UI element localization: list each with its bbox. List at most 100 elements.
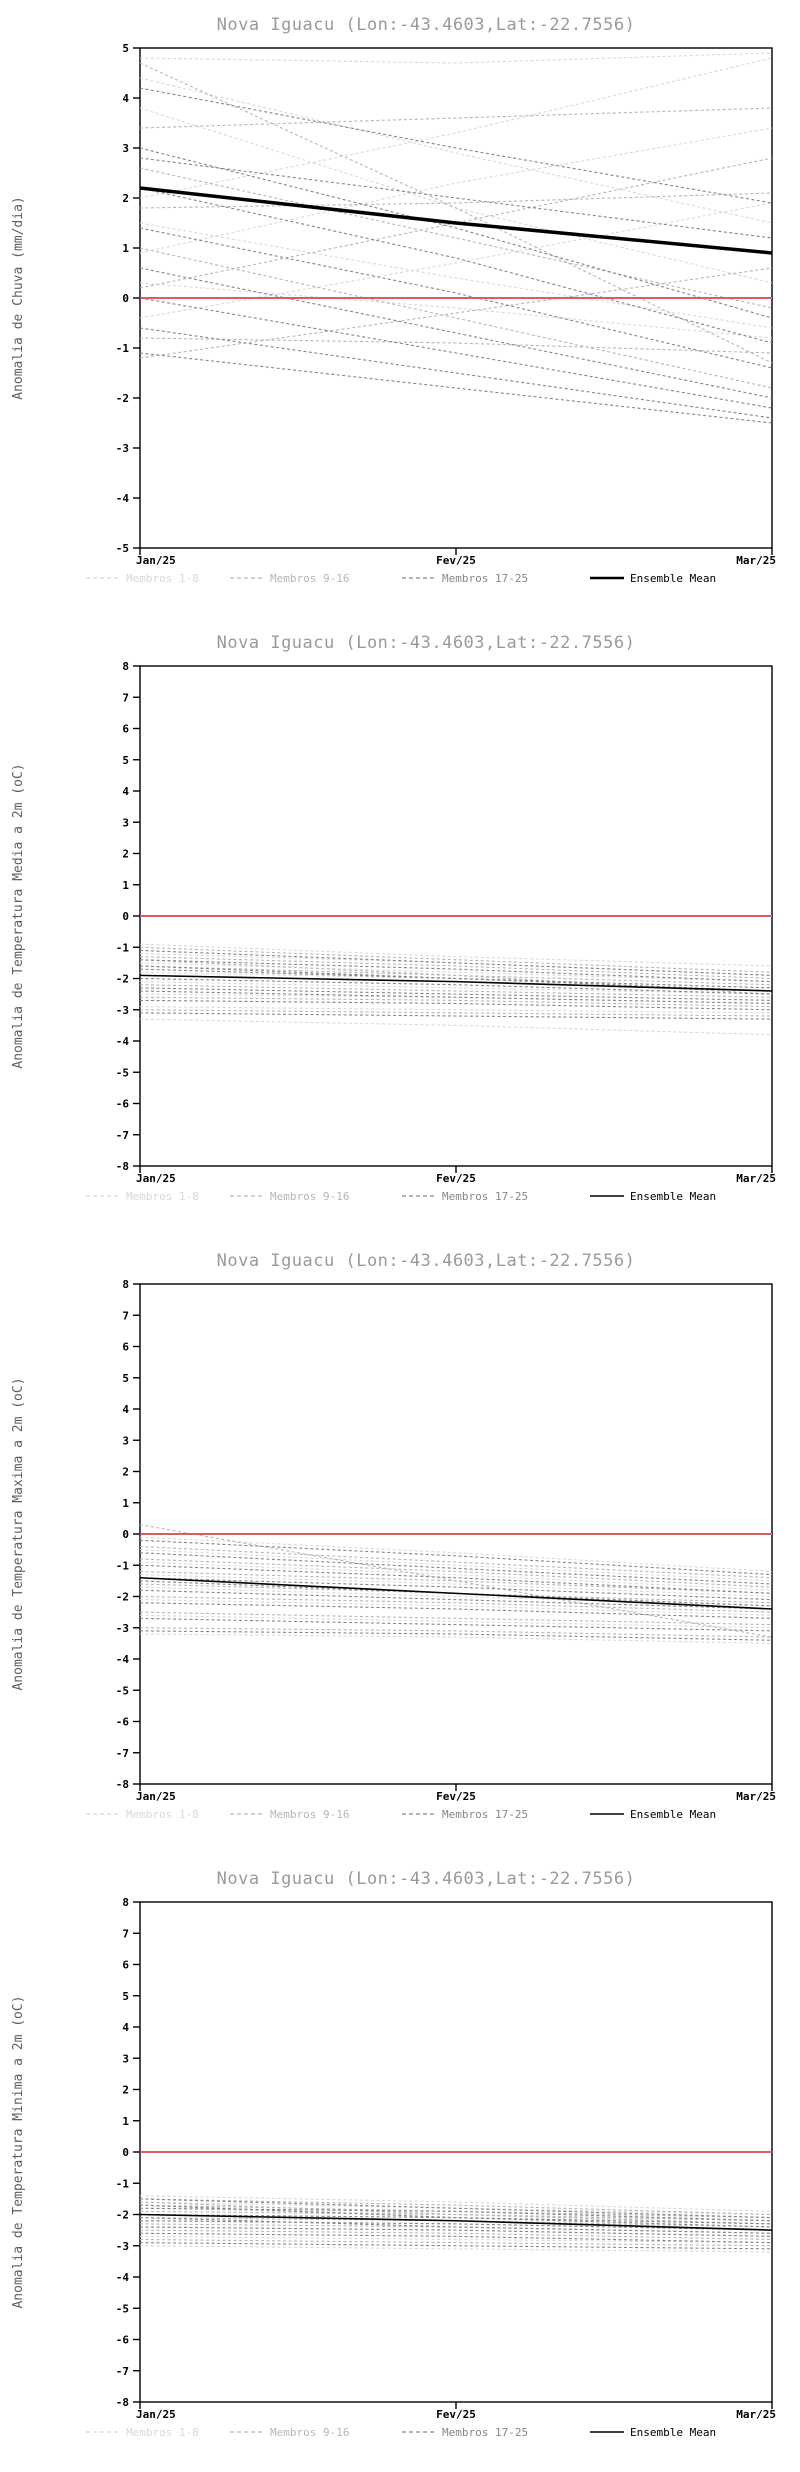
y-tick-label: -3 [116,1004,129,1017]
member-line [139,1633,773,1644]
legend-label: Membros 9-16 [270,1190,349,1203]
member-line [139,2242,773,2250]
y-tick-label: 7 [122,691,129,704]
member-line [139,327,773,419]
y-tick-label: 6 [122,723,129,736]
member-line [139,999,773,1011]
member-line [139,2198,773,2216]
chart-panel-temp-minima: Nova Iguacu (Lon:-43.4603,Lat:-22.7556) … [0,1854,800,2472]
member-line [139,167,773,309]
y-tick-label: -5 [116,1684,129,1697]
member-line [139,157,773,239]
member-line [139,943,773,967]
chart-canvas: Nova Iguacu (Lon:-43.4603,Lat:-22.7556) … [11,15,776,585]
ensemble-mean-line [139,186,773,255]
member-line [139,2217,773,2234]
y-tick-label: -5 [116,2302,129,2315]
y-tick-label: -4 [116,492,130,505]
plot-area: -8 -7 -6 -5 -4 -3 -2 -1 0 1 2 3 4 5 6 7 8 Jan/25 Fev/25 Mar… [86,660,776,1203]
x-tick-label: Jan/25 [136,554,176,567]
y-tick-label: 7 [122,1927,129,1940]
member-line [139,107,773,284]
member-line [139,127,773,254]
ensemble-mean-line [139,2213,773,2231]
member-line [139,962,773,983]
legend-label: Membros 17-25 [442,1190,528,1203]
y-tick-label: 0 [122,1528,129,1541]
member-line [139,2238,773,2247]
chart-title: Nova Iguacu (Lon:-43.4603,Lat:-22.7556) [217,15,636,35]
member-line [139,949,773,976]
member-line [139,2232,773,2244]
y-tick-label: -3 [116,2240,129,2253]
legend-label: Membros 1-8 [126,2426,199,2439]
y-tick-label: 4 [122,92,129,105]
member-line [139,2245,773,2253]
legend-label: Membros 1-8 [126,572,199,585]
member-line [139,965,773,992]
member-line [139,1552,773,1585]
member-line [139,2229,773,2241]
y-tick-label: 4 [122,1403,129,1416]
y-tick-label: -6 [116,1098,130,1111]
y-tick-label: 7 [122,1309,129,1322]
legend-label: Membros 17-25 [442,2426,528,2439]
y-tick-label: -3 [116,442,129,455]
y-tick-label: 1 [122,879,129,892]
member-line [139,202,773,319]
y-tick-label: -2 [116,973,129,986]
member-line [139,2217,773,2228]
y-tick-label: -5 [116,1066,129,1079]
y-tick-label: 5 [122,1990,129,2003]
member-line [139,2201,773,2225]
legend-label: Membros 9-16 [270,2426,349,2439]
member-line [139,352,773,424]
y-axis-label: Anomalia de Temperatura Maxima a 2m (oC) [11,1377,26,1690]
y-tick-label: -4 [116,1035,130,1048]
member-line [139,981,773,995]
y-tick-label: -7 [116,1747,129,1760]
y-tick-label: 0 [122,292,129,305]
member-line [139,282,773,339]
chart-title: Nova Iguacu (Lon:-43.4603,Lat:-22.7556) [217,1869,636,1889]
y-tick-label: 3 [122,2052,129,2065]
member-line [139,959,773,983]
plot-area: -8 -7 -6 -5 -4 -3 -2 -1 0 1 2 3 4 5 6 7 8 Jan/25 Fev/25 Mar… [86,1278,776,1821]
y-tick-label: 2 [122,848,129,861]
y-tick-label: -5 [116,542,129,555]
legend-label: Membros 9-16 [270,1808,349,1821]
chart-title: Nova Iguacu (Lon:-43.4603,Lat:-22.7556) [217,633,636,653]
member-line [139,1574,773,1598]
member-line [139,993,773,1005]
member-line [139,1630,773,1641]
y-tick-label: -2 [116,2209,129,2222]
y-tick-label: 1 [122,2115,129,2128]
y-tick-label: -2 [116,1591,129,1604]
x-tick-label: Mar/25 [736,554,776,567]
chart-panel-temp-maxima: Nova Iguacu (Lon:-43.4603,Lat:-22.7556) … [0,1236,800,1854]
member-line [139,52,773,64]
x-tick-label: Fev/25 [436,1790,476,1803]
member-line [139,1561,773,1591]
x-tick-label: Mar/25 [736,1172,776,1185]
member-line [139,1009,773,1017]
y-tick-label: -3 [116,1622,129,1635]
member-line [139,1536,773,1573]
member-line [139,1599,773,1616]
member-line [139,337,773,354]
y-tick-label: 8 [122,660,129,673]
y-axis-label: Anomalia de Temperatura Minima a 2m (oC) [11,1995,26,2308]
member-line [139,2235,773,2244]
chart-canvas: Nova Iguacu (Lon:-43.4603,Lat:-22.7556) … [11,1251,776,1821]
chart-canvas: Nova Iguacu (Lon:-43.4603,Lat:-22.7556) … [11,1869,776,2439]
legend-label: Membros 17-25 [442,1808,528,1821]
member-line [139,984,773,998]
member-line [139,192,773,209]
member-line [139,62,773,364]
x-tick-label: Jan/25 [136,2408,176,2421]
x-tick-label: Mar/25 [736,1790,776,1803]
y-tick-label: 5 [122,42,129,55]
member-line [139,297,773,409]
legend-label: Ensemble Mean [630,572,716,585]
member-line [139,1006,773,1014]
